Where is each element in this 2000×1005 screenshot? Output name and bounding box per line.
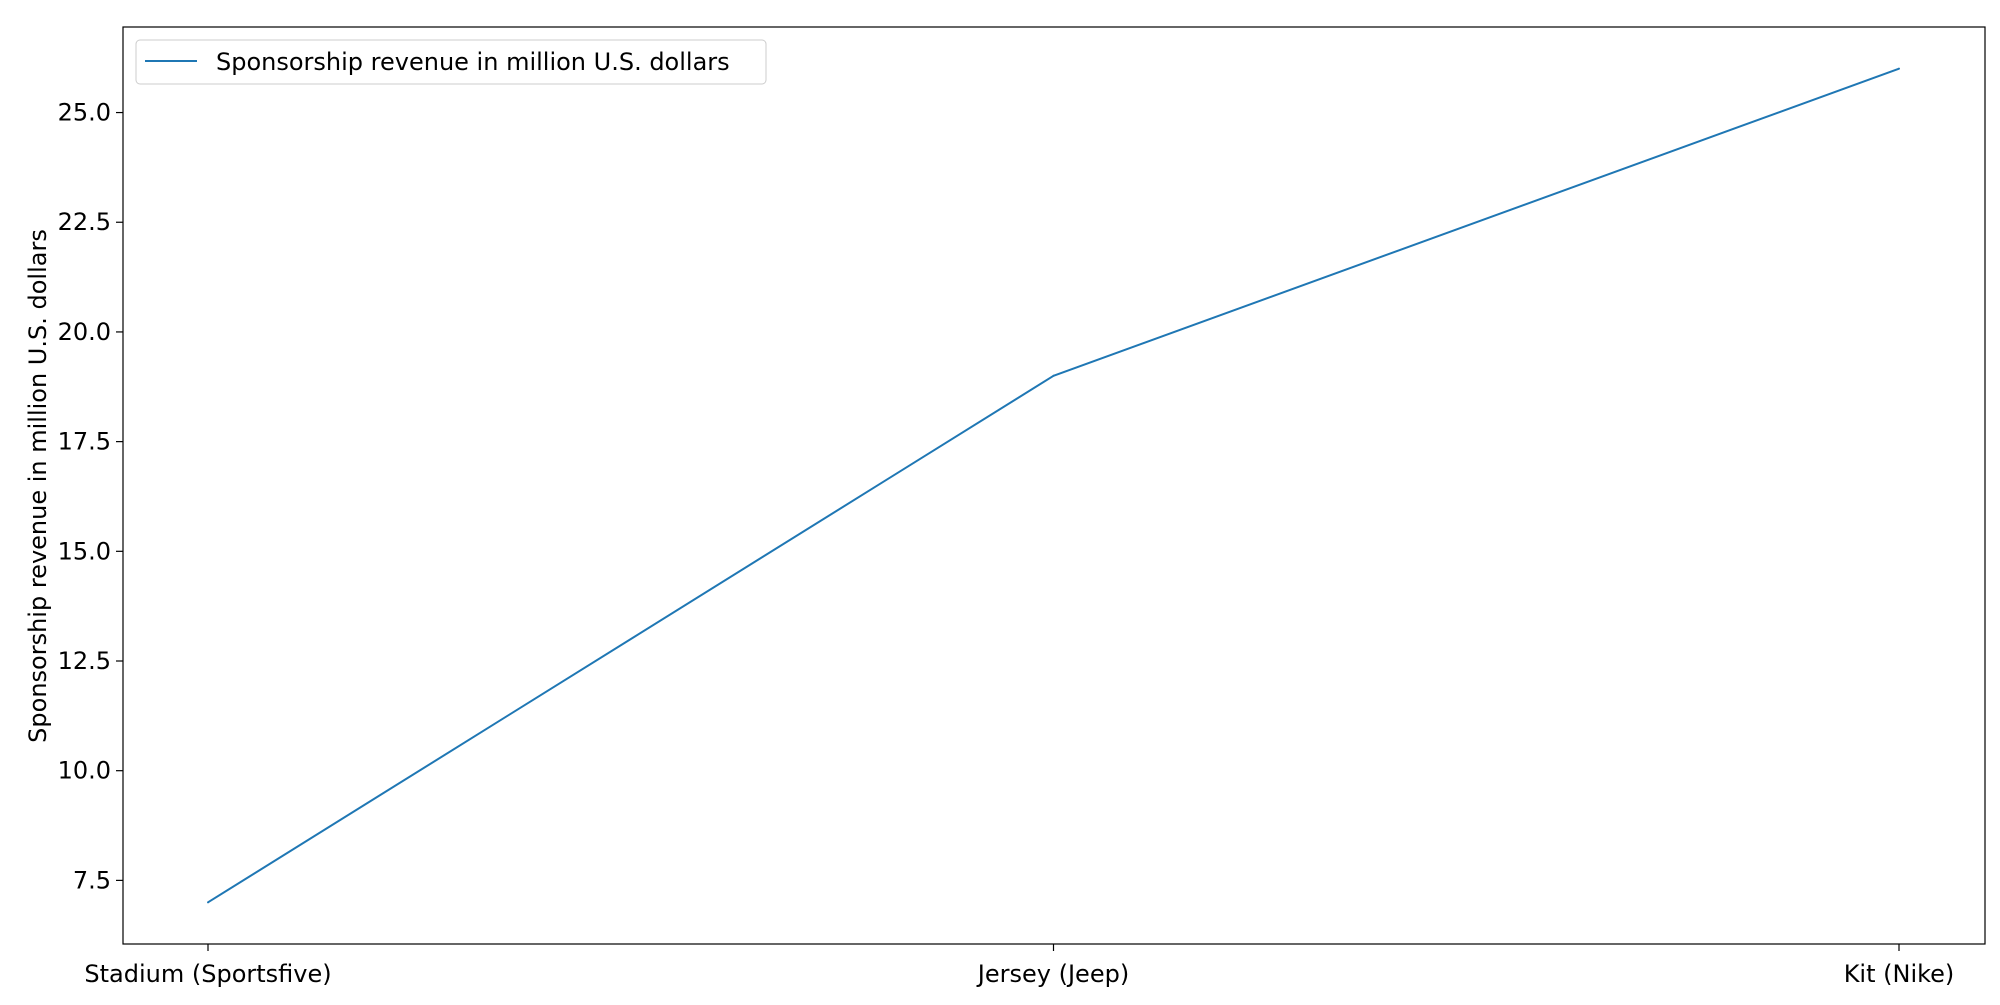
y-tick-label: 15.0 [58, 537, 111, 565]
y-tick-label: 10.0 [58, 757, 111, 785]
y-tick-label: 12.5 [58, 647, 111, 675]
data-point [1052, 374, 1055, 377]
y-tick-label: 25.0 [58, 99, 111, 127]
plot-area [122, 26, 1986, 945]
x-axis: Stadium (Sportsfive) Jersey (Jeep) Kit (Ni… [84, 944, 1954, 988]
x-tick-label: Stadium (Sportsfive) [84, 960, 331, 988]
data-point [207, 901, 209, 904]
y-tick-label: 20.0 [58, 318, 111, 346]
y-tick-label: 7.5 [73, 866, 111, 894]
x-tick-label: Kit (Nike) [1844, 960, 1955, 988]
legend-label: Sponsorship revenue in million U.S. doll… [216, 48, 730, 76]
data-point [1898, 67, 1900, 70]
y-tick-label: 22.5 [58, 208, 111, 236]
legend-box [135, 39, 767, 85]
series-group [207, 67, 1900, 904]
y-axis: 7.5 10.0 12.5 15.0 17.5 20.0 22.5 25.0 [58, 99, 123, 894]
y-tick-label: 17.5 [58, 428, 111, 456]
legend: Sponsorship revenue in million U.S. doll… [135, 39, 767, 85]
y-axis-label: Sponsorship revenue in million U.S. doll… [24, 229, 52, 743]
x-tick-label: Jersey (Jeep) [976, 960, 1129, 988]
